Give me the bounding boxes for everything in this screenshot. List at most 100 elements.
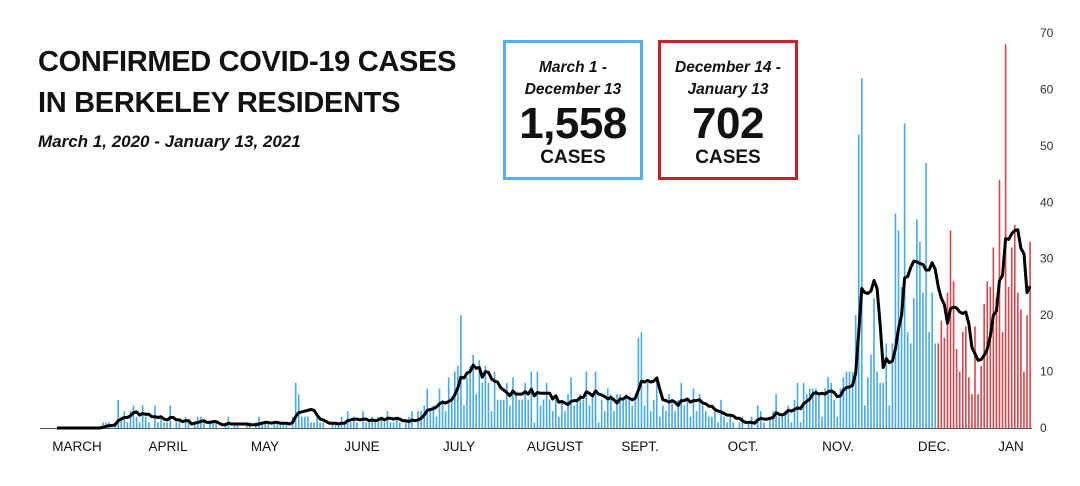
bar-before [117, 399, 119, 428]
bar-recent [1020, 309, 1022, 428]
bar-before [827, 377, 829, 428]
bar-before [680, 382, 683, 428]
bar-before [839, 388, 842, 428]
period-start: March 1 - [538, 59, 608, 76]
bar-before [756, 405, 759, 428]
x-tick-label: DEC. [918, 439, 950, 454]
bar-before [659, 416, 661, 428]
bar-before [353, 416, 355, 428]
bar-before [879, 382, 881, 428]
case-unit: CASES [695, 147, 761, 168]
bar-before [282, 422, 285, 428]
bar-before [102, 422, 104, 428]
bar-before [450, 399, 453, 428]
bar-recent [1004, 44, 1007, 429]
bar-before [717, 422, 719, 428]
bar-before [610, 394, 612, 428]
bar-recent [968, 377, 970, 428]
bar-before [542, 399, 545, 428]
bar-before [747, 422, 750, 428]
bar-before [720, 399, 722, 428]
bar-before [763, 422, 765, 428]
bar-before [490, 411, 493, 428]
chart-title: CONFIRMED COVID-19 CASES IN BERKELEY RES… [38, 42, 456, 124]
bar-recent [977, 394, 979, 428]
bar-before [925, 162, 927, 429]
x-axis: MARCH APRIL MAY JUNE JULY AUGUST SEPT. OCT. NOV.… [52, 439, 1024, 454]
bar-before [619, 394, 621, 428]
bar-before [934, 343, 937, 428]
bar-before [307, 416, 309, 428]
bar-before [487, 382, 490, 428]
bar-before [637, 337, 640, 428]
bar-before [157, 422, 159, 428]
y-tick-label: 0 [1040, 421, 1047, 435]
bar-before [769, 416, 771, 428]
bar-before [264, 422, 266, 428]
bar-before [502, 399, 505, 428]
bar-before [928, 332, 930, 428]
bar-before [573, 405, 575, 428]
y-tick-label: 50 [1040, 139, 1054, 153]
bar-before [597, 422, 600, 428]
bar-recent [937, 343, 940, 428]
bar-before [567, 394, 569, 428]
bar-before [815, 388, 817, 428]
bar-before [909, 343, 912, 428]
bar-before [551, 411, 554, 428]
summary-box-recent: December 14 - January 13 702 CASES [658, 40, 798, 180]
bar-before [842, 377, 845, 428]
bar-before [184, 416, 187, 428]
bar-before [818, 394, 820, 428]
period-start: December 14 - [675, 59, 781, 76]
bar-before [662, 405, 664, 428]
chart-subtitle: March 1, 2020 - January 13, 2021 [38, 132, 301, 151]
bar-recent [983, 303, 985, 428]
bar-before [652, 399, 655, 428]
bar-before [922, 292, 924, 428]
title-line-1: CONFIRMED COVID-19 CASES [38, 46, 457, 78]
bar-before [212, 422, 214, 428]
bar-before [625, 394, 627, 428]
x-tick-label: SEPT. [621, 439, 659, 454]
bar-before [714, 411, 716, 428]
bar-recent [940, 320, 943, 428]
bar-before [830, 382, 832, 428]
bar-before [163, 422, 165, 428]
bar-before [686, 399, 689, 428]
bar-before [845, 371, 848, 428]
bar-before [371, 416, 373, 428]
bar-before [616, 394, 618, 428]
bar-before [649, 411, 652, 428]
bar-recent [998, 179, 1001, 428]
bar-before [193, 422, 196, 428]
bar-before [166, 422, 168, 428]
bar-before [463, 405, 465, 428]
bar-before [646, 382, 649, 428]
bar-before [481, 382, 484, 428]
bar-before [916, 219, 918, 428]
bar-before [126, 422, 129, 428]
bar-before [215, 422, 217, 428]
bar-before [631, 405, 634, 428]
bar-before [903, 123, 906, 429]
bar-before [426, 388, 429, 428]
bar-before [576, 399, 578, 428]
bar-before [711, 416, 713, 428]
bar-before [665, 411, 667, 428]
bar-recent [1029, 241, 1031, 428]
bar-before [607, 388, 609, 428]
bar-recent [1007, 286, 1010, 428]
bar-before [120, 416, 123, 428]
bar-before [273, 422, 276, 428]
bar-before [882, 382, 884, 428]
bar-before [833, 399, 836, 428]
bar-before [398, 422, 401, 428]
bar-before [261, 422, 263, 428]
bar-before [395, 416, 398, 428]
bar-before [368, 422, 370, 428]
bar-before [129, 411, 132, 428]
bar-before [848, 371, 851, 428]
bar-recent [971, 394, 973, 428]
y-tick-label: 70 [1040, 26, 1054, 40]
